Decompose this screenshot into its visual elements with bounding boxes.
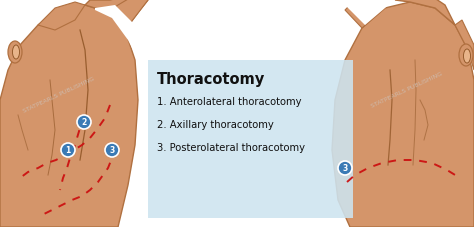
Text: 2. Axillary thoracotomy: 2. Axillary thoracotomy <box>157 120 274 130</box>
Ellipse shape <box>459 44 473 66</box>
Polygon shape <box>395 0 455 25</box>
Ellipse shape <box>8 41 22 63</box>
Polygon shape <box>38 2 85 30</box>
Polygon shape <box>332 2 474 227</box>
Polygon shape <box>130 0 340 227</box>
Polygon shape <box>88 0 148 60</box>
Polygon shape <box>455 20 474 70</box>
Text: 2: 2 <box>82 118 87 127</box>
Polygon shape <box>95 5 145 60</box>
Ellipse shape <box>12 45 19 59</box>
Text: 1: 1 <box>65 146 71 155</box>
Text: Thoracotomy: Thoracotomy <box>157 72 265 87</box>
Polygon shape <box>345 0 395 25</box>
Text: 3: 3 <box>342 164 347 173</box>
Circle shape <box>105 143 119 157</box>
Text: 1. Anterolateral thoracotomy: 1. Anterolateral thoracotomy <box>157 97 301 107</box>
FancyBboxPatch shape <box>148 60 353 218</box>
Text: 3: 3 <box>109 146 115 155</box>
Ellipse shape <box>464 49 471 63</box>
Text: STATPEARLS PUBLISHING: STATPEARLS PUBLISHING <box>370 71 443 109</box>
Polygon shape <box>85 0 148 30</box>
Text: STATPEARLS PUBLISHING: STATPEARLS PUBLISHING <box>22 76 95 114</box>
Circle shape <box>77 115 91 129</box>
Polygon shape <box>0 5 138 227</box>
Text: 3. Posterolateral thoracotomy: 3. Posterolateral thoracotomy <box>157 143 305 153</box>
Polygon shape <box>108 0 148 30</box>
Circle shape <box>61 143 75 157</box>
Polygon shape <box>345 0 385 28</box>
Circle shape <box>338 161 352 175</box>
